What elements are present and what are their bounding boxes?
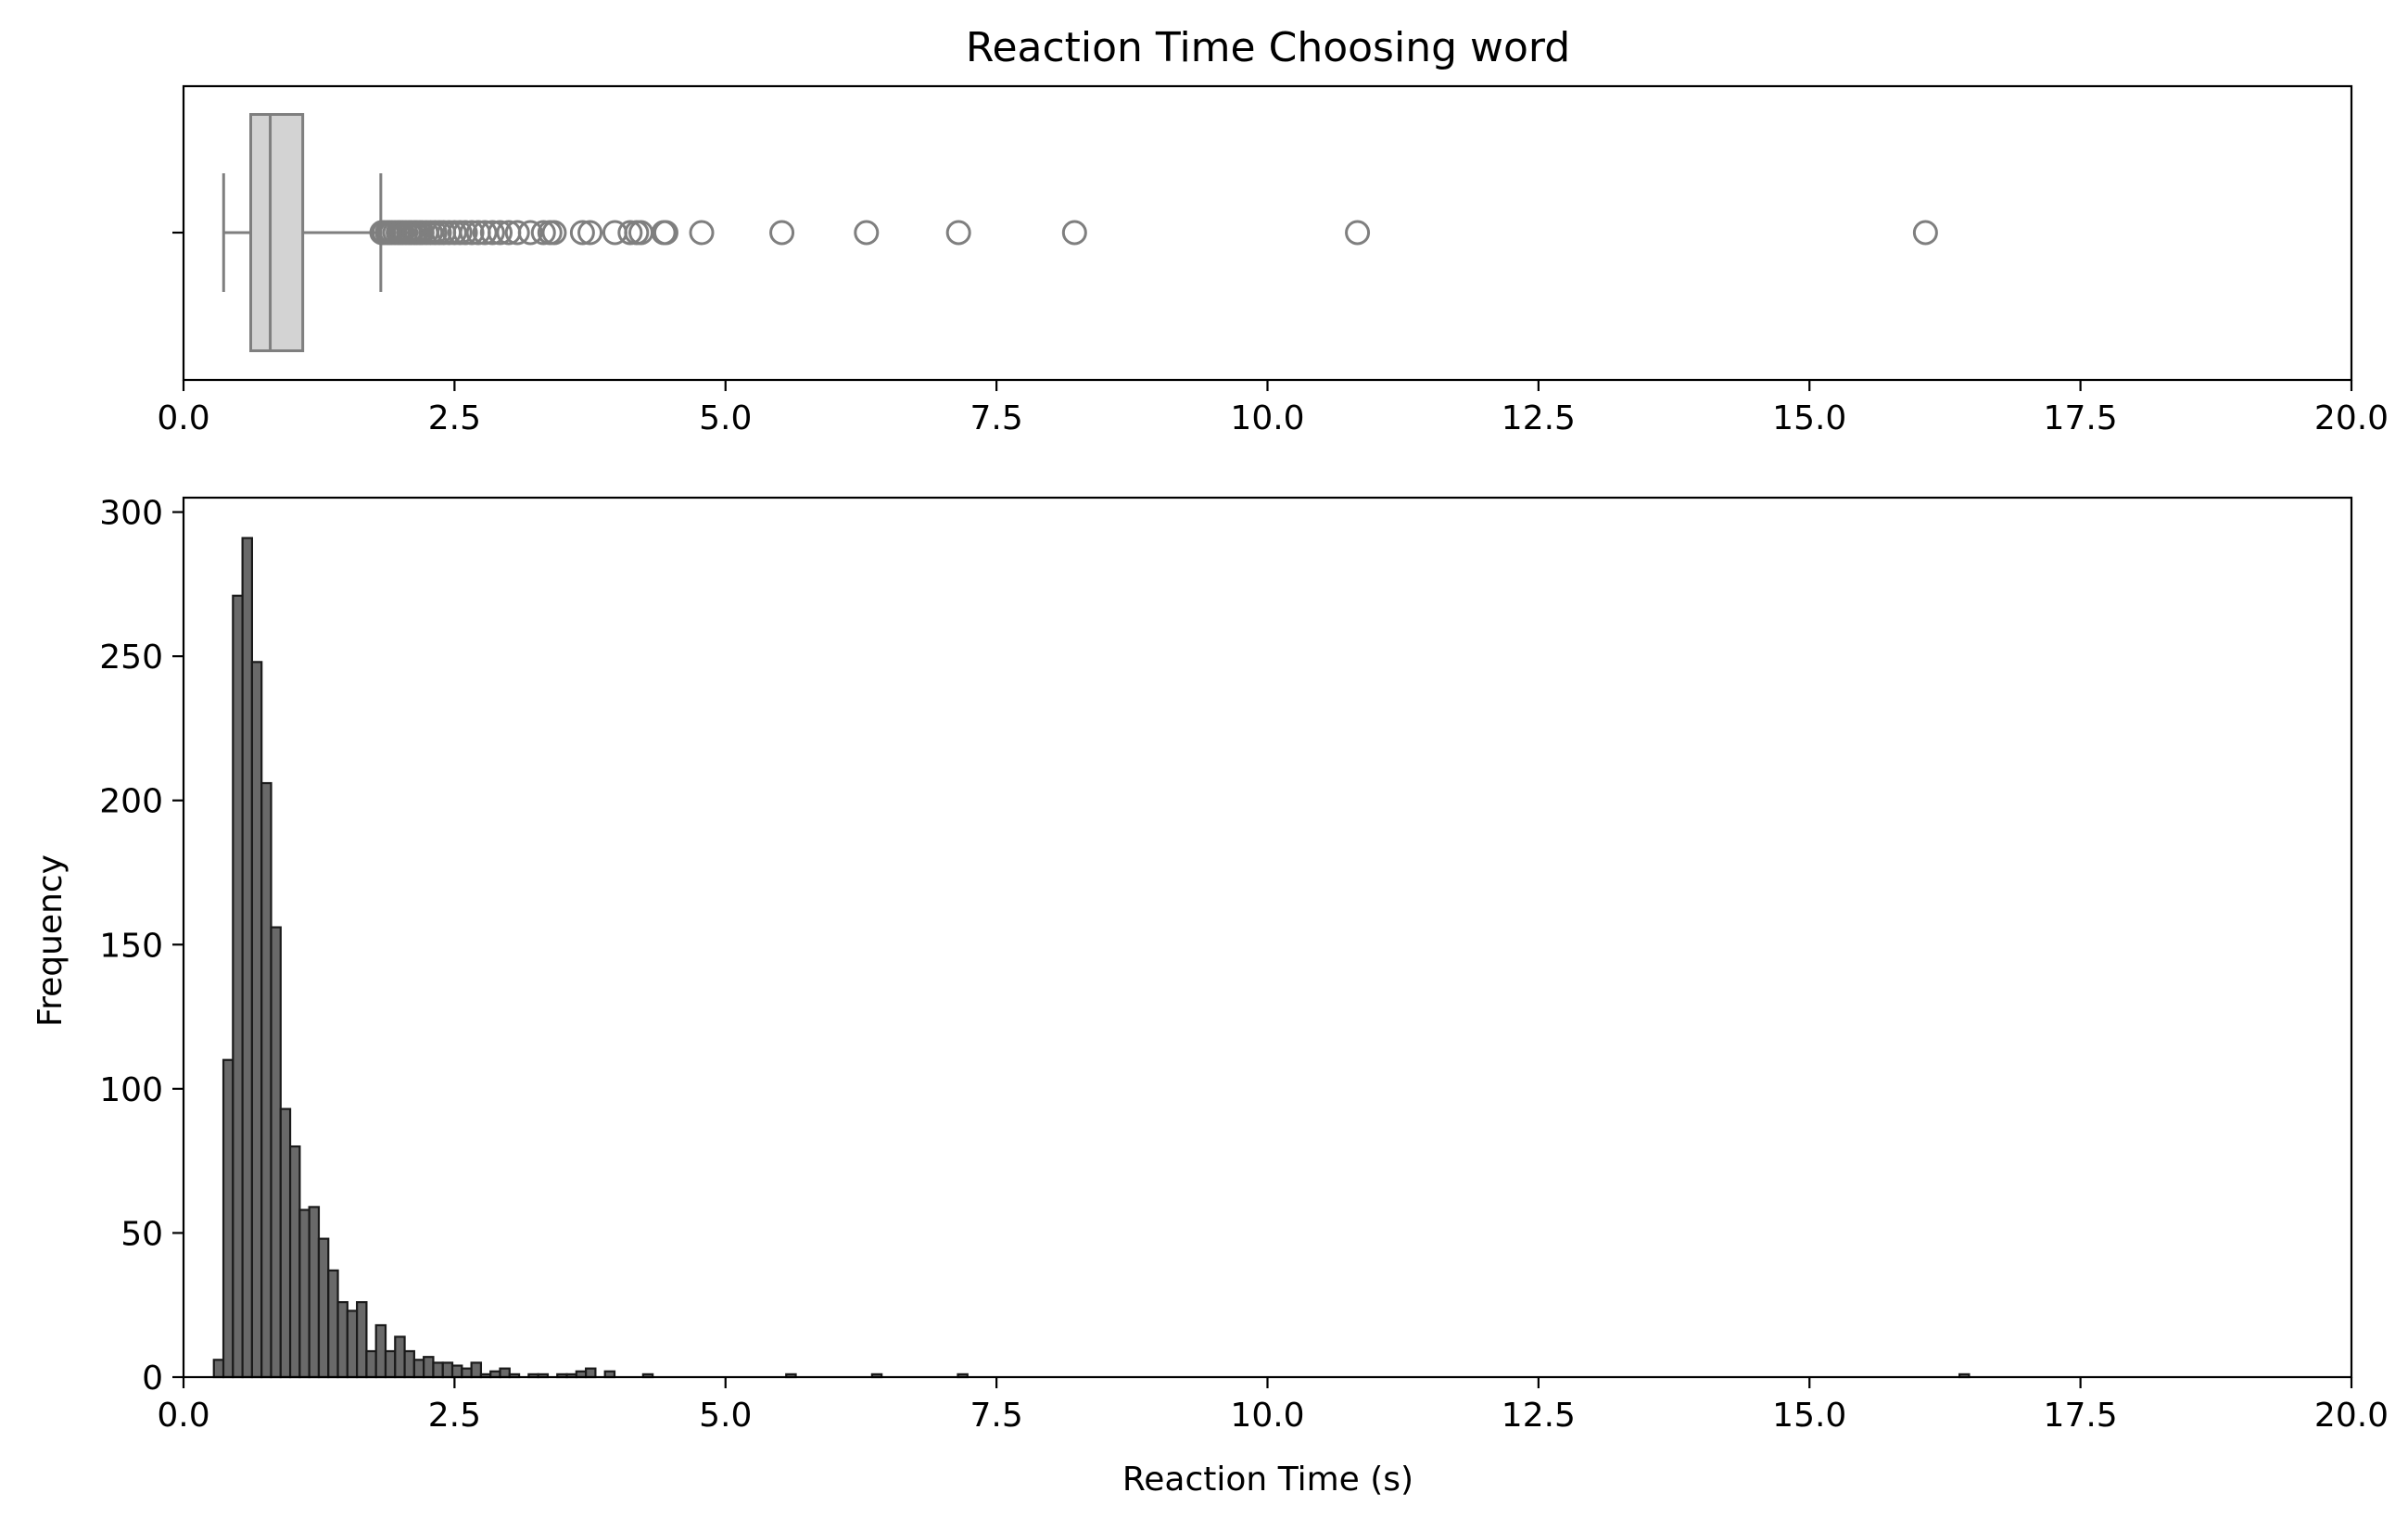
boxplot-x-tick-label: 5.0 (699, 399, 752, 437)
boxplot-x-tick-label: 0.0 (157, 399, 209, 437)
histogram-x-tick-label: 15.0 (1772, 1397, 1846, 1435)
outlier-point (479, 220, 505, 246)
boxplot-x-tick-label: 10.0 (1230, 399, 1304, 437)
boxplot-x-tick-label: 15.0 (1772, 399, 1846, 437)
histogram-bar (336, 1301, 349, 1379)
histogram-bar (308, 1206, 321, 1379)
outlier-point (854, 220, 880, 246)
histogram-y-tick-label: 300 (99, 495, 163, 533)
boxplot-panel: 0.0 2.5 5.0 7.5 10.0 12.5 15.0 17.5 20.0 (157, 84, 2389, 437)
histogram-y-tick-label: 200 (99, 783, 163, 821)
histogram-x-tick-label: 17.5 (2044, 1397, 2118, 1435)
histogram-y-tick-label: 50 (120, 1215, 163, 1253)
histogram-bar (241, 537, 254, 1379)
histogram-y-tick-label: 150 (99, 927, 163, 965)
histogram-y-tick-label: 0 (142, 1360, 163, 1398)
outlier-point (517, 220, 543, 246)
histogram-bar (317, 1237, 330, 1379)
histogram-bar (412, 1359, 425, 1379)
boxplot-x-tick-label: 2.5 (428, 399, 481, 437)
histogram-x-tick-label: 10.0 (1230, 1397, 1304, 1435)
histogram-bar (298, 1208, 311, 1379)
histogram-bar (222, 1058, 234, 1379)
histogram-bar (394, 1335, 406, 1379)
outlier-point (769, 220, 795, 246)
chart-title: Reaction Time Choosing word (966, 24, 1570, 71)
outlier-point (1061, 220, 1087, 246)
histogram-bar (288, 1145, 301, 1379)
histogram-x-tick-label: 5.0 (699, 1397, 752, 1435)
histogram-bar (450, 1364, 463, 1379)
boxplot-x-tick-label: 17.5 (2044, 399, 2118, 437)
boxplot-frame (182, 84, 2353, 382)
outlier-point (530, 220, 556, 246)
outlier-point (617, 220, 643, 246)
histogram-bar (260, 781, 272, 1379)
outlier-point (569, 220, 595, 246)
histogram-x-tick-label: 20.0 (2314, 1397, 2389, 1435)
outlier-point (541, 220, 567, 246)
outlier-point (1345, 220, 1371, 246)
outlier-point (945, 220, 971, 246)
boxplot-x-tick-label: 20.0 (2314, 399, 2389, 437)
histogram-bar (423, 1356, 435, 1379)
histogram-bar (585, 1367, 597, 1379)
outlier-point (487, 220, 513, 246)
histogram-bar (232, 594, 244, 1379)
histogram-bar (384, 1349, 397, 1379)
histogram-y-tick-label: 100 (99, 1071, 163, 1109)
histogram-bar (250, 661, 263, 1379)
outlier-point (459, 220, 485, 246)
outlier-point (653, 220, 678, 246)
histogram-frame (182, 496, 2353, 1379)
histogram-bar (279, 1107, 292, 1379)
histogram-bar (270, 926, 282, 1379)
histogram-y-tick-label: 250 (99, 639, 163, 677)
histogram-bar (356, 1301, 368, 1379)
outlier-point (1912, 220, 1938, 246)
histogram-bar (212, 1359, 225, 1379)
histogram-x-tick-label: 12.5 (1502, 1397, 1576, 1435)
histogram-bar (461, 1367, 473, 1379)
iqr-box (249, 113, 305, 352)
histogram-x-tick-label: 7.5 (970, 1397, 1022, 1435)
outlier-point (472, 220, 498, 246)
histogram-x-tick-label: 2.5 (428, 1397, 481, 1435)
histogram-bar (432, 1361, 444, 1379)
histogram-bar (327, 1269, 339, 1379)
outlier-point (452, 220, 478, 246)
histogram-bar (374, 1323, 387, 1379)
outlier-point (577, 220, 603, 246)
histogram-y-axis-title: Frequency (32, 854, 70, 1027)
boxplot-x-tick-label: 12.5 (1502, 399, 1576, 437)
histogram-bar (346, 1309, 359, 1379)
outlier-point (689, 220, 715, 246)
histogram-bar (403, 1349, 415, 1379)
outlier-point (504, 220, 530, 246)
histogram-bar (441, 1361, 454, 1379)
histogram-bar (470, 1361, 483, 1379)
boxplot-x-tick-label: 7.5 (970, 399, 1022, 437)
histogram-bar (499, 1367, 511, 1379)
histogram-x-axis-title: Reaction Time (s) (1122, 1461, 1413, 1499)
histogram-bar (365, 1349, 377, 1379)
histogram-panel: 0 50 100 150 200 250 300 0.0 2.5 5.0 7.5 10.0 12.5 15… (99, 495, 2389, 1435)
histogram-x-tick-label: 0.0 (157, 1397, 209, 1435)
